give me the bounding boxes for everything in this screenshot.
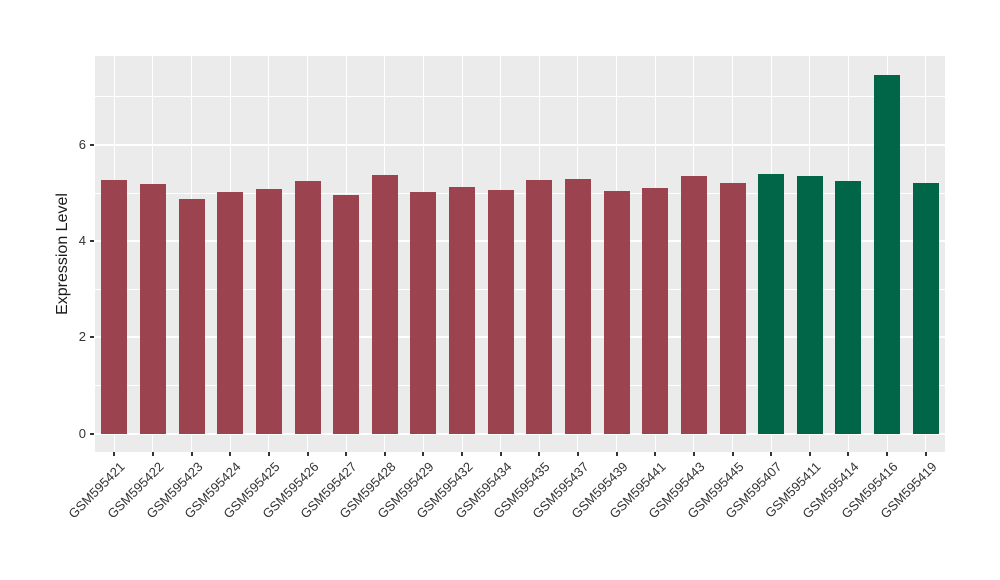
bar-GSM595422 [139, 184, 166, 434]
bar-GSM595435 [526, 180, 553, 434]
gridline-minor-y3 [95, 288, 945, 290]
bar-GSM595424 [217, 192, 244, 434]
y-tick-label-4: 4 [78, 233, 86, 249]
bar-GSM595426 [294, 181, 321, 434]
gridline-minor-y1 [95, 385, 945, 387]
gridline-major-y0 [95, 432, 945, 435]
x-tick-mark-GSM595437 [576, 452, 579, 456]
bar-GSM595419 [912, 183, 939, 434]
bar-GSM595425 [255, 189, 282, 434]
x-tick-mark-GSM595424 [229, 452, 232, 456]
y-tick-mark-6 [90, 144, 94, 147]
bar-GSM595439 [603, 191, 630, 434]
x-tick-mark-GSM595432 [461, 452, 464, 456]
x-tick-mark-GSM595407 [770, 452, 773, 456]
bar-GSM595445 [719, 183, 746, 434]
x-tick-mark-GSM595427 [345, 452, 348, 456]
x-tick-mark-GSM595443 [692, 452, 695, 456]
bar-GSM595429 [410, 192, 437, 434]
bar-GSM595411 [796, 176, 823, 434]
x-tick-mark-GSM595426 [306, 452, 309, 456]
x-tick-mark-GSM595439 [615, 452, 618, 456]
y-tick-mark-0 [90, 432, 94, 435]
bar-GSM595428 [371, 174, 398, 434]
y-tick-mark-2 [90, 336, 94, 339]
gridline-minor-y5 [95, 192, 945, 194]
x-tick-mark-GSM595423 [190, 452, 193, 456]
x-tick-mark-GSM595416 [886, 452, 889, 456]
y-tick-mark-4 [90, 240, 94, 243]
x-tick-mark-GSM595419 [924, 452, 927, 456]
gridline-minor-y7 [95, 96, 945, 98]
bar-GSM595432 [449, 187, 476, 434]
bar-GSM595443 [680, 176, 707, 434]
bar-GSM595421 [101, 179, 128, 434]
x-tick-mark-GSM595435 [538, 452, 541, 456]
y-tick-label-0: 0 [78, 425, 86, 441]
gridline-major-y4 [95, 240, 945, 243]
x-tick-mark-GSM595441 [654, 452, 657, 456]
x-tick-mark-GSM595421 [113, 452, 116, 456]
x-tick-mark-GSM595445 [731, 452, 734, 456]
x-tick-mark-GSM595428 [383, 452, 386, 456]
bar-GSM595407 [758, 174, 785, 434]
y-axis-title: Expression Level [54, 193, 71, 315]
bar-GSM595414 [835, 181, 862, 434]
bar-GSM595423 [178, 199, 205, 434]
x-tick-mark-GSM595425 [267, 452, 270, 456]
gridline-major-y2 [95, 336, 945, 339]
bar-GSM595416 [874, 74, 901, 434]
bar-GSM595427 [333, 195, 360, 434]
bar-GSM595434 [487, 190, 514, 434]
bar-GSM595441 [642, 187, 669, 434]
x-tick-mark-GSM595411 [808, 452, 811, 456]
plot-panel [95, 56, 945, 452]
y-tick-label-6: 6 [78, 137, 86, 153]
x-tick-mark-GSM595414 [847, 452, 850, 456]
bar-GSM595437 [564, 178, 591, 434]
x-tick-mark-GSM595429 [422, 452, 425, 456]
x-tick-mark-GSM595434 [499, 452, 502, 456]
gridline-major-y6 [95, 144, 945, 147]
x-tick-mark-GSM595422 [151, 452, 154, 456]
y-tick-label-2: 2 [78, 329, 86, 345]
